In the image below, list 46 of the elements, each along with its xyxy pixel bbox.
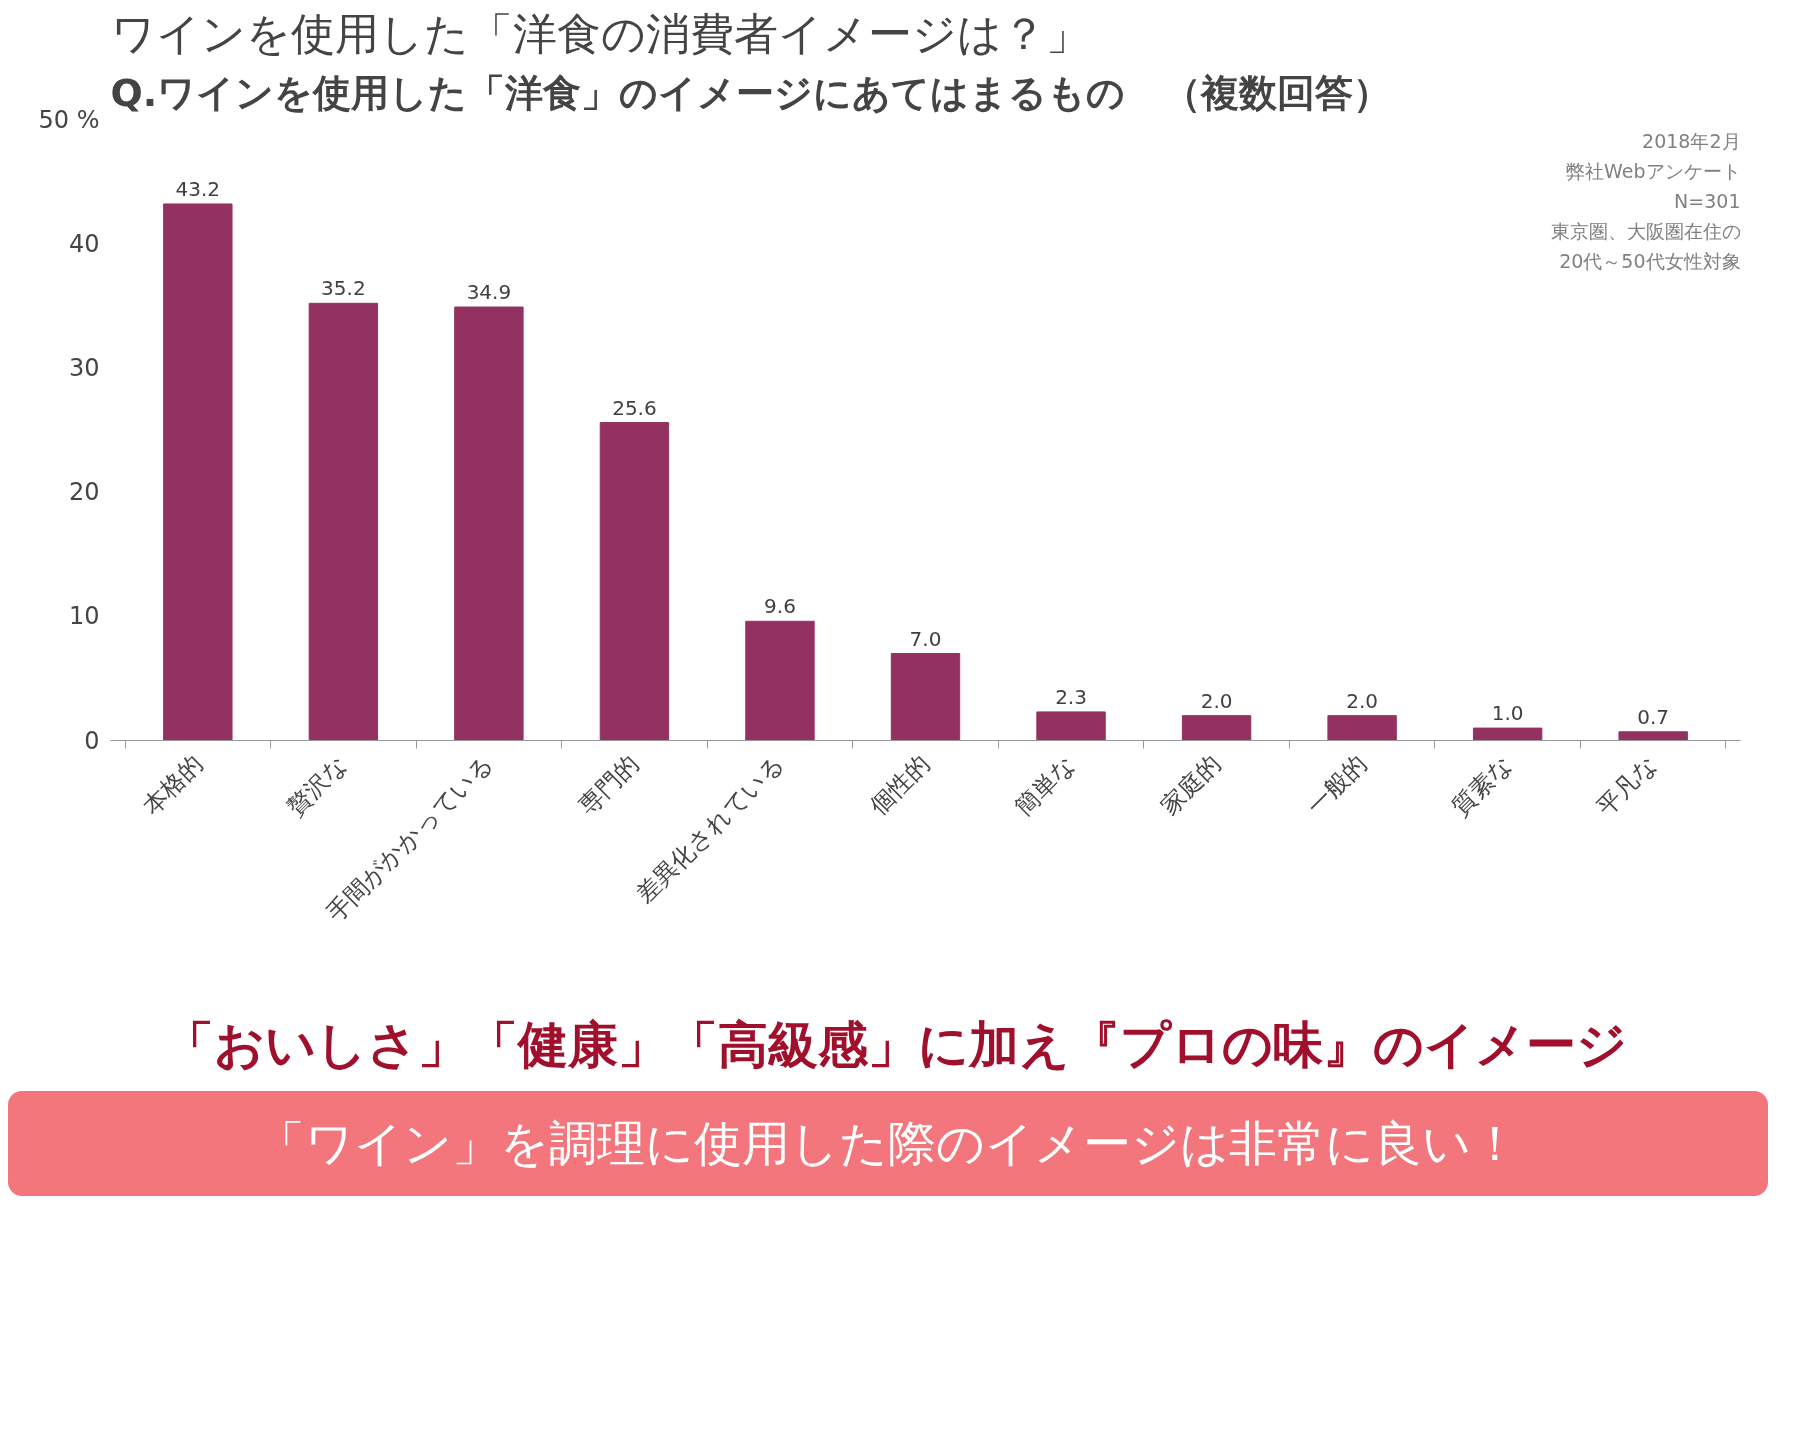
y-tick-label: 30 [68,353,100,382]
bar [890,653,961,741]
data-label: 43.2 [175,176,221,201]
bar [1472,727,1543,741]
annotation: 弊社Webアンケート [1566,159,1741,182]
bar [1618,731,1688,741]
data-label: 2.3 [1055,684,1087,709]
data-label: 2.0 [1200,688,1233,713]
bar [1181,715,1252,741]
bar [1327,715,1397,741]
text: 「ワイン」を調理に使用した際のイメージは非常に良い！ [257,1114,1519,1174]
x-tick-label: 贅沢な [281,749,354,822]
bar [745,620,815,741]
text: 「おいしさ」「健康」「高級感」に加え『プロの味』のイメージ [163,1015,1627,1076]
y-tick-label: 10 [68,602,100,631]
y-tick-label: 0 [84,726,100,755]
x-tick-label: 質素な [1446,749,1518,822]
bar [163,203,233,741]
x-tick-label: 個性的 [864,749,936,821]
y-tick-label: 50 % [38,105,100,134]
annotation: 2018年2月 [1642,129,1741,152]
chart-subtitle: Q.ワインを使用した「洋食」のイメージにあてはまるもの （複数回答） [110,70,1392,115]
chart-title: ワインを使用した「洋食の消費者イメージは？」 [110,7,1090,59]
bar [454,306,524,741]
annotation: 20代～50代女性対象 [1559,249,1741,272]
annotation: 東京圏、大阪圏在住の [1550,219,1741,242]
x-tick-label: 家庭的 [1155,749,1227,821]
data-label: 2.0 [1346,688,1379,713]
x-tick-label: 簡単な [1009,749,1081,822]
x-tick-label: 平凡な [1591,749,1664,822]
bar [1036,711,1106,741]
data-label: 1.0 [1491,701,1524,726]
bar [308,302,379,741]
x-tick-label: 一般的 [1301,749,1373,821]
data-label: 9.6 [764,594,796,619]
data-label: 0.7 [1637,704,1670,729]
data-label: 7.0 [909,626,942,651]
x-tick-label: 専門的 [573,749,645,821]
annotation: N=301 [1674,189,1741,212]
data-label: 25.6 [612,395,657,420]
bar [599,422,670,741]
y-tick-label: 40 [68,229,100,258]
x-tick-label: 本格的 [137,749,208,821]
data-label: 34.9 [466,280,512,305]
data-label: 35.2 [321,276,366,301]
y-tick-label: 20 [68,478,100,507]
